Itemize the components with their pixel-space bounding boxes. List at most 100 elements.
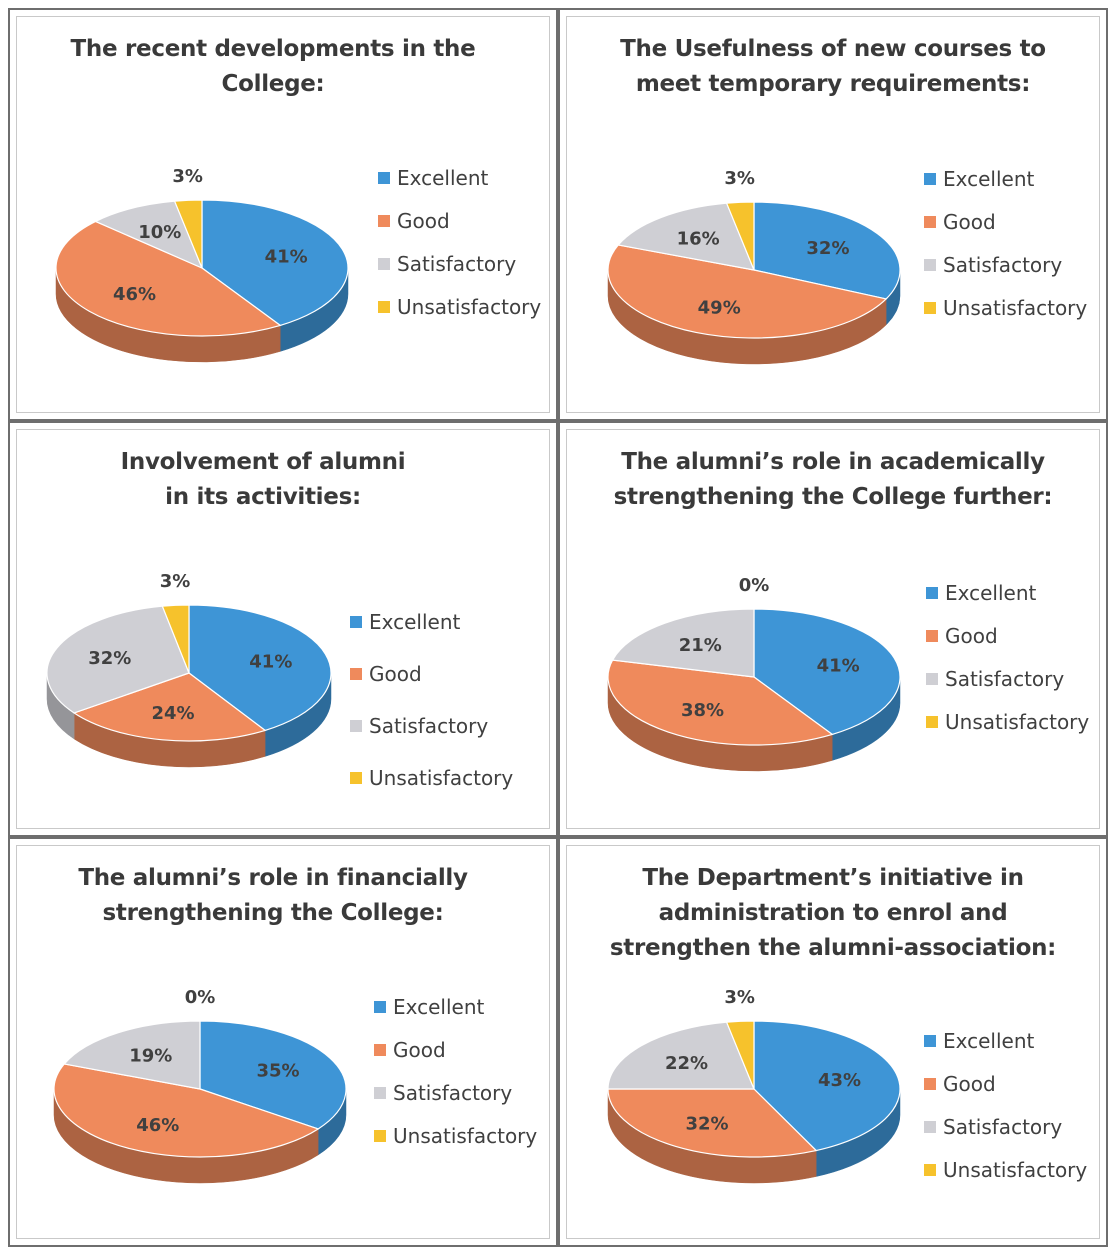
legend-swatch [350,668,362,680]
legend-swatch [924,301,936,314]
legend-swatch [924,1034,936,1047]
legend-label: Satisfactory [369,714,489,738]
pie-slice-satisfactory [63,1020,201,1090]
legend-swatch [924,215,936,228]
data-label-unsatisfactory: 0% [739,575,770,596]
legend-swatch [374,1129,386,1142]
chart-legend: Excellent Good Satisfactory Unsatisfactory [350,596,513,804]
chart-legend: Excellent Good Satisfactory Unsatisfactory [374,985,537,1157]
legend-swatch [350,720,362,732]
legend-label: Excellent [943,1028,1035,1053]
pie-slice-good [53,1063,320,1158]
pie-chart: 41% 38% 21% 0% [607,575,901,772]
legend-item-unsatisfactory: Unsatisfactory [374,1114,537,1157]
legend-item-good: Good [374,1028,537,1071]
legend-label: Satisfactory [943,252,1063,277]
data-label-unsatisfactory: 3% [172,166,203,187]
data-label-excellent: 35% [257,1060,300,1081]
data-label-excellent: 41% [265,247,308,268]
pie-slice-unsatisfactory [173,199,203,269]
legend-item-excellent: Excellent [374,985,537,1028]
legend-swatch [378,257,390,270]
data-label-unsatisfactory: 3% [724,987,755,1008]
legend-label: Unsatisfactory [369,766,514,790]
legend-swatch [924,1163,936,1176]
chart-panel-3: Involvement of alumni in its activities:… [8,421,558,837]
legend-label: Unsatisfactory [945,709,1090,734]
pie-chart: 32% 49% 16% 3% [607,168,901,365]
chart-title: The Usefulness of new courses to meet te… [620,36,1046,97]
pie-slice-good [55,220,282,337]
legend-swatch [378,214,390,227]
legend-item-excellent: Excellent [924,1019,1087,1062]
legend-item-unsatisfactory: Unsatisfactory [924,286,1087,329]
data-label-satisfactory: 21% [679,635,722,656]
chart-title: The recent developments in the College: [70,36,476,97]
legend-item-satisfactory: Satisfactory [924,1105,1087,1148]
pie-chart: 43% 32% 22% 3% [607,987,901,1184]
chart-legend: Excellent Good Satisfactory Unsatisfactory [378,156,541,328]
chart-title: Involvement of alumni in its activities: [120,449,406,510]
data-label-good: 46% [136,1115,179,1136]
pie-slice-unsatisfactory [161,604,190,674]
data-label-good: 32% [686,1113,729,1134]
legend-label: Good [943,1071,996,1096]
data-label-satisfactory: 22% [665,1053,708,1074]
legend-item-satisfactory: Satisfactory [350,700,513,752]
pie-slice-good [607,244,888,339]
chart-panel-5: The alumni’s role in financially strengt… [8,837,558,1247]
pie-slice-unsatisfactory [725,1020,755,1090]
pie-chart: 41% 46% 10% 3% [55,166,349,363]
legend-label: Satisfactory [943,1114,1063,1139]
pie-slice-satisfactory [611,608,755,678]
chart-title: The alumni’s role in academically streng… [613,449,1053,510]
legend-swatch [924,1120,936,1133]
legend-label: Unsatisfactory [943,1157,1088,1182]
legend-item-satisfactory: Satisfactory [378,242,541,285]
legend-swatch [926,672,938,685]
chart-panel-4: The alumni’s role in academically streng… [558,421,1108,837]
chart-legend: Excellent Good Satisfactory Unsatisfactory [924,1019,1087,1191]
data-label-good: 38% [681,700,724,721]
data-label-unsatisfactory: 3% [160,571,191,592]
legend-label: Good [397,208,450,233]
legend-swatch [924,1077,936,1090]
pie-chart: 35% 46% 19% 0% [53,987,347,1184]
legend-label: Unsatisfactory [397,294,542,319]
legend-label: Excellent [397,165,489,190]
legend-label: Good [945,623,998,648]
chart-panel-2: The Usefulness of new courses to meet te… [558,8,1108,421]
legend-item-unsatisfactory: Unsatisfactory [378,285,541,328]
legend-item-unsatisfactory: Unsatisfactory [350,752,513,804]
legend-label: Satisfactory [945,666,1065,691]
pie-slice-excellent [753,201,901,300]
data-label-satisfactory: 19% [129,1045,172,1066]
pie-slice-good [607,1088,818,1158]
data-label-good: 49% [698,297,741,318]
legend-item-satisfactory: Satisfactory [924,243,1087,286]
legend-label: Excellent [943,166,1035,191]
legend-item-good: Good [924,1062,1087,1105]
legend-item-excellent: Excellent [924,157,1087,200]
legend-swatch [926,715,938,728]
legend-item-good: Good [378,199,541,242]
pie-slice-satisfactory [94,200,204,270]
data-label-satisfactory: 16% [677,229,720,250]
legend-swatch [926,629,938,642]
pie-chart: 41% 24% 32% 3% [46,571,332,768]
pie-slice-unsatisfactory [725,201,755,271]
legend-item-excellent: Excellent [378,156,541,199]
legend-item-good: Good [350,648,513,700]
pie-slice-excellent [199,1020,347,1130]
pie-slice-good [72,672,267,742]
legend-label: Good [393,1037,446,1062]
chart-title: The Department’s initiative in administr… [609,865,1057,961]
legend-item-excellent: Excellent [926,571,1089,614]
legend-label: Excellent [945,580,1037,605]
data-label-excellent: 41% [249,652,292,673]
chart-title: The alumni’s role in financially strengt… [78,865,468,926]
legend-label: Unsatisfactory [393,1123,538,1148]
legend-label: Satisfactory [393,1080,513,1105]
data-label-unsatisfactory: 0% [185,987,216,1008]
